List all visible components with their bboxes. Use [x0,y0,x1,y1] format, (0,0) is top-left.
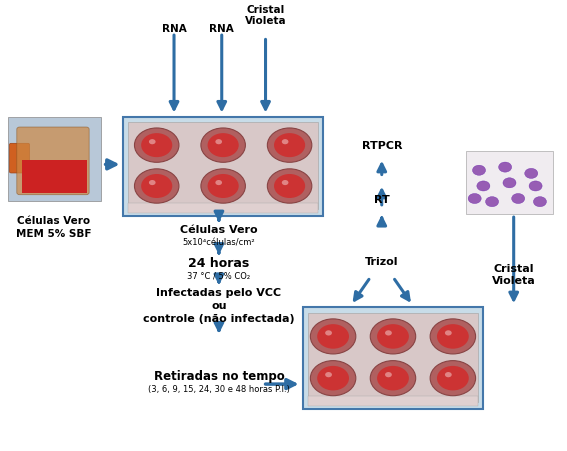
Circle shape [149,139,155,144]
Text: 5x10⁴células/cm²: 5x10⁴células/cm² [183,238,255,247]
Text: 37 °C / 5% CO₂: 37 °C / 5% CO₂ [187,271,251,280]
Circle shape [524,168,538,179]
Circle shape [430,319,476,354]
Circle shape [503,178,516,188]
Circle shape [282,139,289,144]
Text: Infectadas pelo VCC
ou
controle (não infectada): Infectadas pelo VCC ou controle (não inf… [143,288,295,324]
Text: RT: RT [374,195,390,205]
Circle shape [149,180,155,185]
Text: Células Vero
MEM 5% SBF: Células Vero MEM 5% SBF [15,216,91,239]
Circle shape [317,324,349,349]
Circle shape [208,174,239,198]
Circle shape [310,319,356,354]
Circle shape [437,366,469,391]
Circle shape [325,372,332,377]
Circle shape [511,193,524,203]
FancyBboxPatch shape [303,308,483,409]
Circle shape [201,128,246,162]
Circle shape [445,330,452,336]
FancyBboxPatch shape [128,203,318,213]
Circle shape [141,133,172,157]
Circle shape [498,162,511,172]
Circle shape [282,180,289,185]
Text: Trizol: Trizol [365,257,399,267]
Circle shape [529,181,542,191]
Circle shape [370,361,416,396]
Circle shape [208,133,239,157]
FancyBboxPatch shape [10,143,29,173]
Circle shape [468,193,481,203]
FancyBboxPatch shape [9,117,101,201]
Circle shape [134,128,179,162]
Text: 24 horas: 24 horas [188,257,249,270]
FancyBboxPatch shape [466,152,553,214]
Circle shape [437,324,469,349]
Text: RNA: RNA [209,24,234,34]
Circle shape [477,181,490,191]
Circle shape [385,330,392,336]
FancyBboxPatch shape [23,161,87,193]
FancyBboxPatch shape [128,122,318,209]
Circle shape [472,165,485,175]
FancyBboxPatch shape [308,313,479,402]
Circle shape [485,197,498,207]
Text: RTPCR: RTPCR [362,141,402,151]
FancyBboxPatch shape [308,396,479,406]
Text: Cristal
Violeta: Cristal Violeta [492,264,536,286]
Circle shape [325,330,332,336]
FancyBboxPatch shape [17,127,89,195]
Circle shape [215,139,222,144]
Circle shape [445,372,452,377]
Circle shape [141,174,172,198]
Circle shape [385,372,392,377]
Circle shape [377,324,409,349]
Circle shape [201,169,246,203]
Circle shape [377,366,409,391]
Circle shape [134,169,179,203]
Circle shape [268,169,312,203]
Text: Cristal
Violeta: Cristal Violeta [245,5,286,26]
Text: Retiradas no tempo: Retiradas no tempo [154,370,284,383]
Circle shape [274,174,305,198]
Circle shape [430,361,476,396]
Circle shape [215,180,222,185]
FancyBboxPatch shape [124,117,323,216]
Circle shape [317,366,349,391]
Circle shape [268,128,312,162]
Text: Células Vero: Células Vero [180,225,258,235]
Circle shape [370,319,416,354]
Circle shape [274,133,305,157]
Circle shape [310,361,356,396]
Text: RNA: RNA [162,24,187,34]
Circle shape [534,197,547,207]
Text: (3, 6, 9, 15, 24, 30 e 48 horas P.I.): (3, 6, 9, 15, 24, 30 e 48 horas P.I.) [148,385,290,394]
